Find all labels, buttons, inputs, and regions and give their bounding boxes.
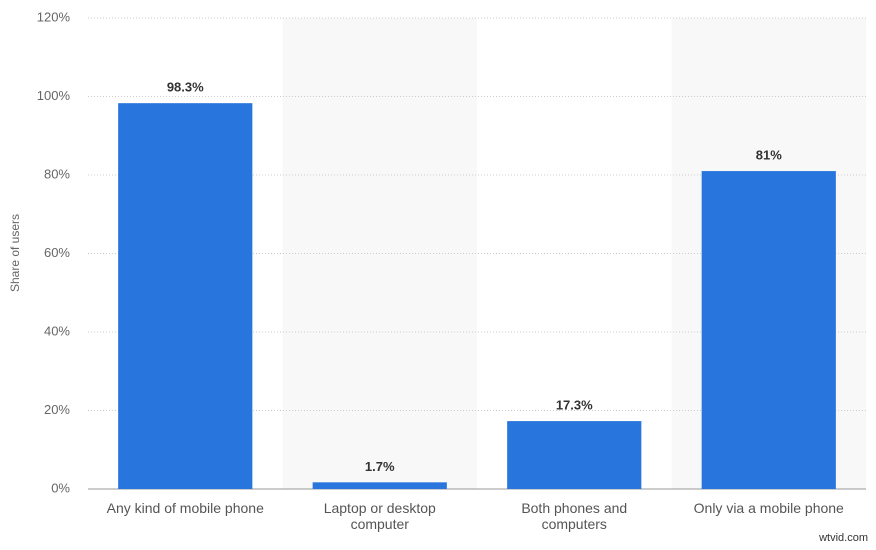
y-tick-label: 40% xyxy=(44,323,70,338)
bar xyxy=(312,482,447,489)
x-tick-label: Any kind of mobile phone xyxy=(106,500,264,516)
value-label: 1.7% xyxy=(365,459,395,474)
bar xyxy=(701,171,836,489)
bar xyxy=(507,421,642,489)
x-tick-label: Both phones and computers xyxy=(521,500,628,532)
y-tick-label: 80% xyxy=(44,166,70,181)
y-axis-label: Share of users xyxy=(8,214,22,292)
value-label: 81% xyxy=(756,148,782,163)
y-tick-label: 100% xyxy=(37,88,71,103)
value-label: 17.3% xyxy=(556,398,593,413)
y-tick-label: 120% xyxy=(37,9,71,24)
y-tick-label: 0% xyxy=(51,480,70,495)
y-tick-label: 60% xyxy=(44,245,70,260)
x-tick-label: Only via a mobile phone xyxy=(693,500,844,516)
watermark: wtvid.com xyxy=(819,532,868,544)
bar xyxy=(118,103,253,490)
x-tick-label: Laptop or desktop computer xyxy=(323,500,436,532)
value-label: 98.3% xyxy=(167,80,204,95)
y-tick-label: 20% xyxy=(44,402,70,417)
